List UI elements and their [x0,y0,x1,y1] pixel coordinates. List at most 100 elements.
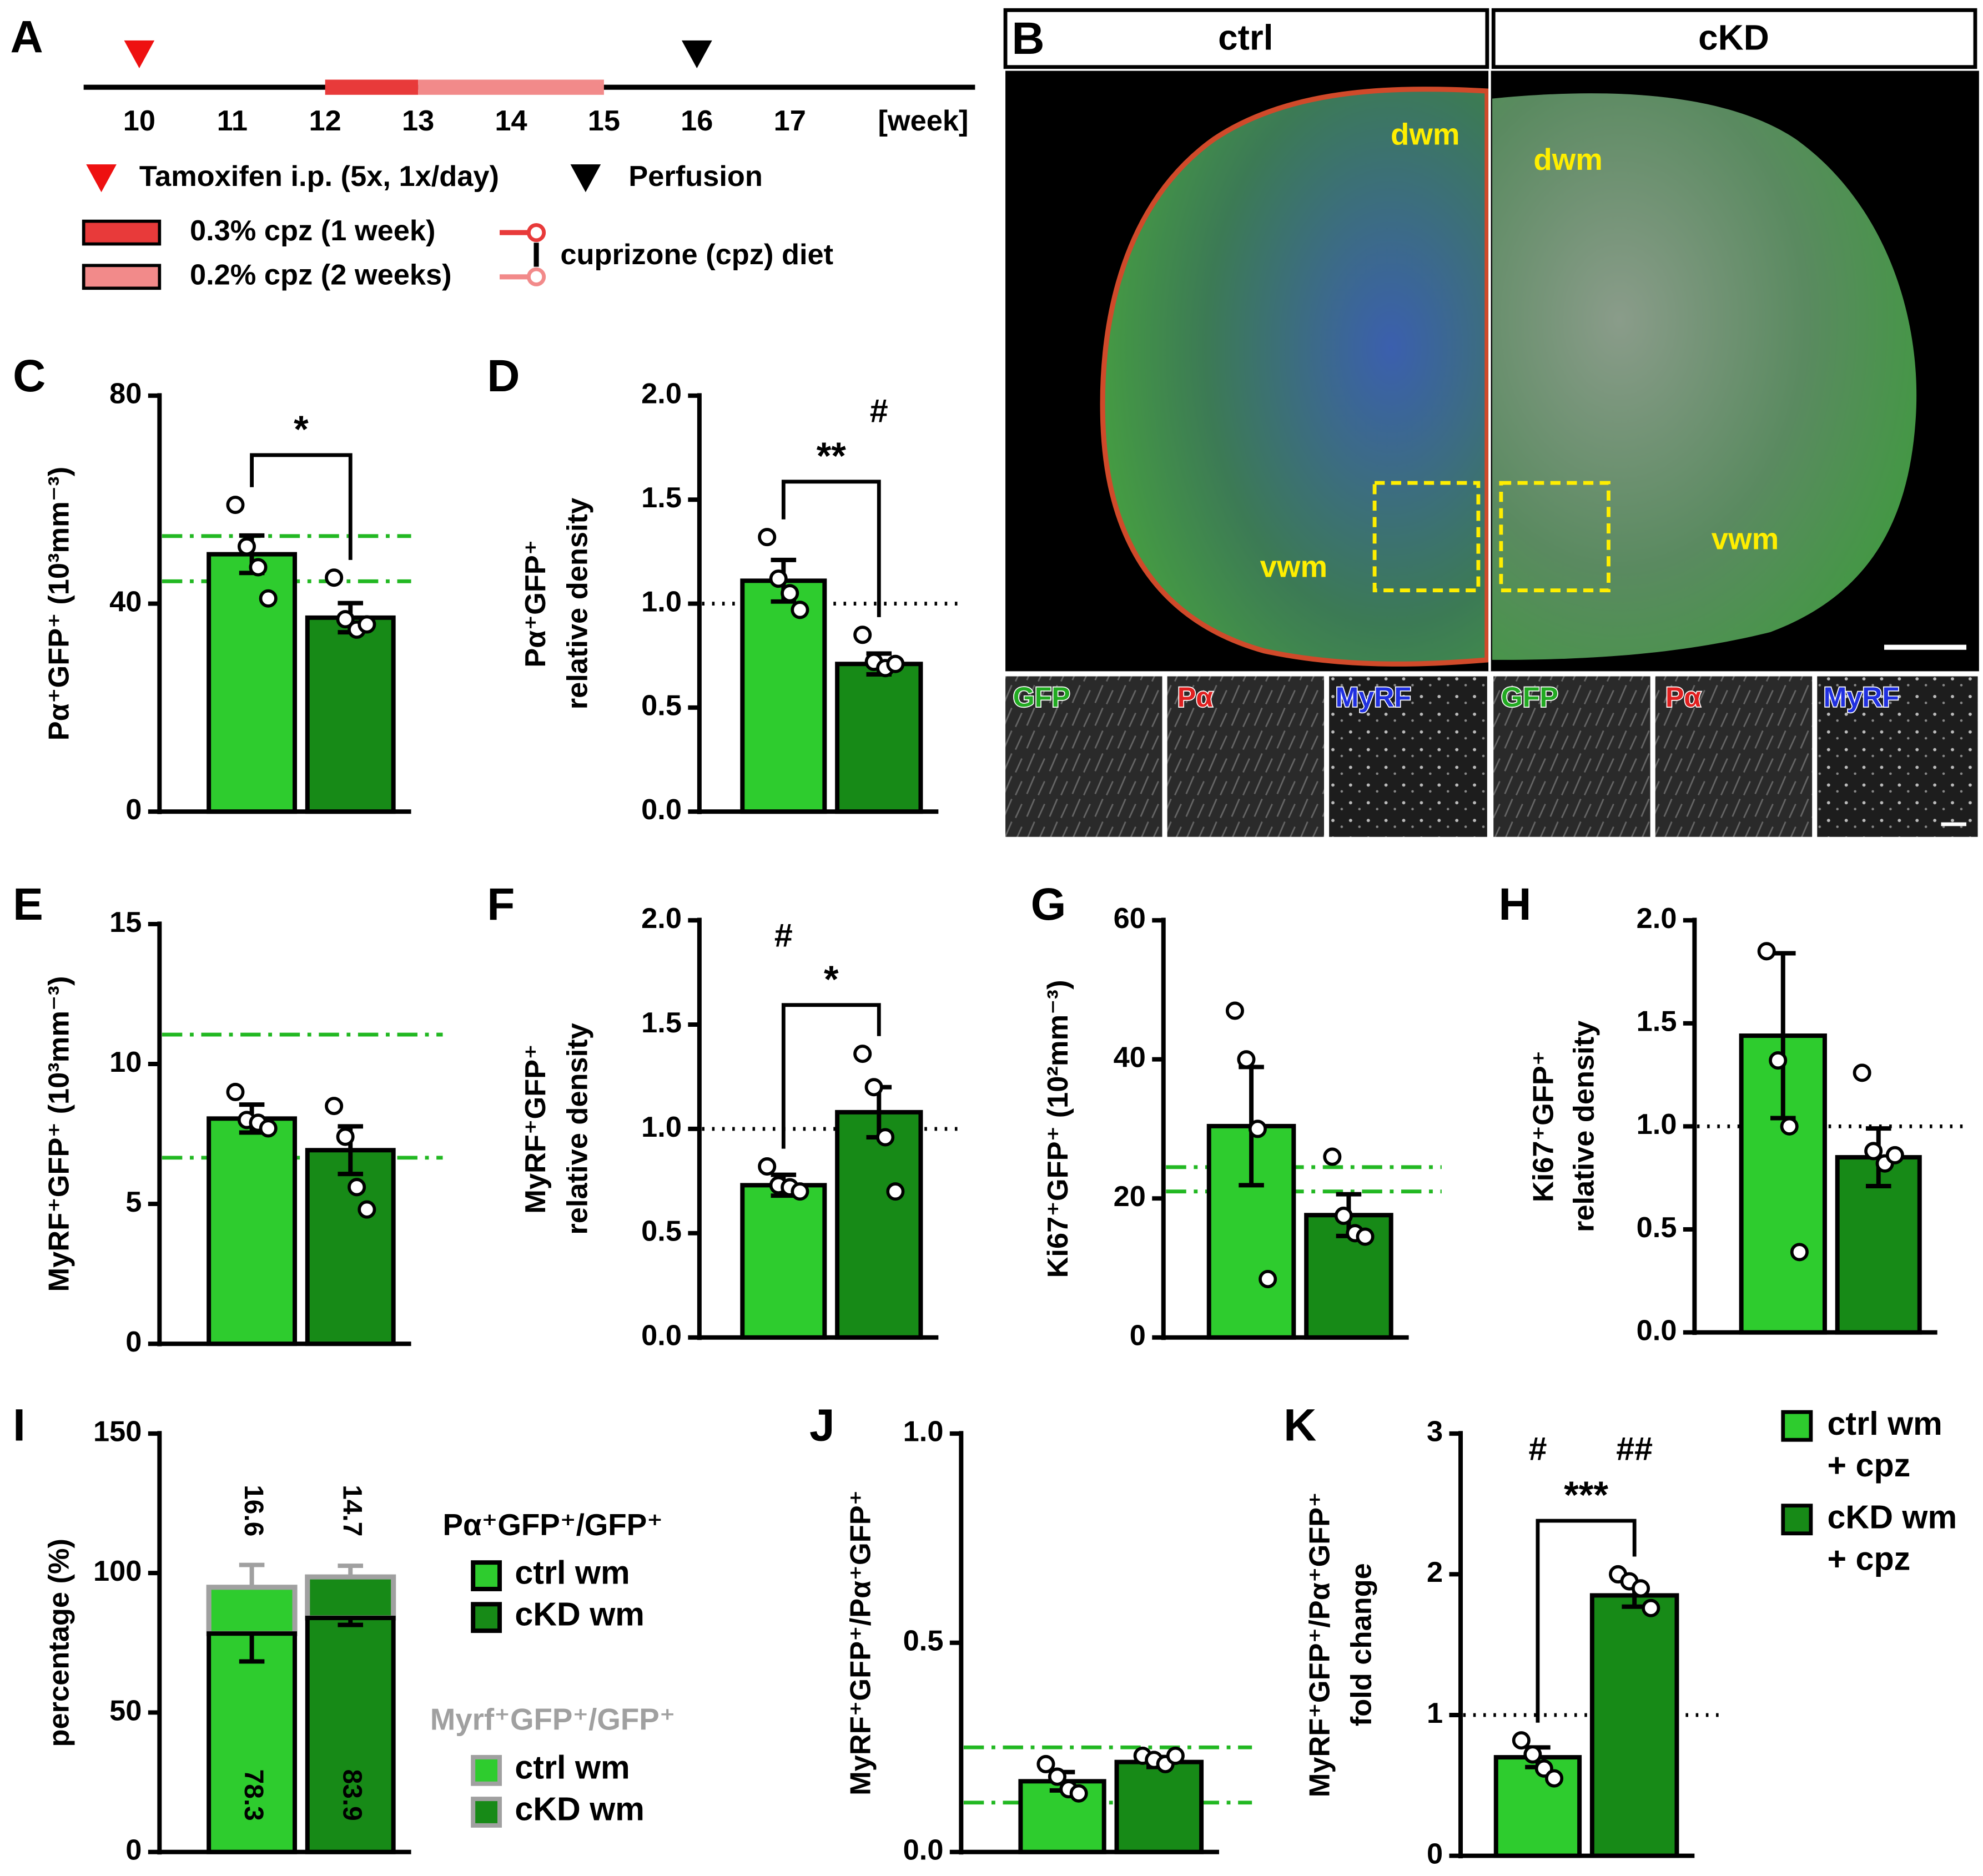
legend-swatch [1781,1410,1813,1442]
panel-label: A [11,12,43,63]
y-tick-label: 0 [1427,1838,1443,1870]
bar [1589,1593,1679,1858]
data-point [1632,1579,1650,1598]
data-point [1036,1754,1055,1773]
week-label: 11 [217,105,248,137]
event-marker [124,40,155,68]
significance-symbol: # [870,392,888,429]
data-point [1166,1746,1185,1765]
y-tick-label: 150 [93,1416,142,1448]
panel-label: K [1284,1400,1316,1450]
data-point [1259,1269,1277,1289]
panel-label: I [13,1400,26,1450]
data-point [864,1078,883,1097]
y-tick-label: 0.0 [903,1834,944,1867]
data-point [259,1119,278,1138]
data-point [226,1082,245,1101]
channel-label: GFP [1501,682,1558,713]
legend-label: cKD wm [515,1596,645,1633]
data-point [1757,942,1776,961]
channel-label: MyRF [1336,682,1411,713]
week-label: 10 [123,105,155,137]
y-axis-label: percentage (%) [43,1539,76,1747]
y-tick-label: 0.0 [641,794,682,826]
data-point [1225,1001,1244,1020]
y-tick-label: 0.5 [641,1216,682,1248]
y-tick-label: 1 [1427,1697,1443,1729]
week-label: 13 [402,105,434,137]
data-point [1323,1147,1342,1166]
event-marker [681,40,712,68]
data-point [336,610,355,629]
data-point [781,584,799,603]
column-header: cKD [1698,18,1769,58]
bar-segment [305,1574,396,1621]
y-tick-label: 0 [1130,1320,1146,1352]
diet-node [526,223,546,243]
y-tick-label: 40 [109,586,142,618]
bar [1114,1759,1204,1854]
data-point [249,558,268,577]
bar [305,1148,396,1347]
data-point [1642,1598,1660,1617]
legend-label: + cpz [1828,1540,1911,1577]
data-point [791,601,809,619]
data-point [876,1128,895,1147]
y-tick-label: 40 [1114,1041,1146,1073]
inset [1005,676,1162,837]
y-tick-label: 0.5 [903,1625,944,1657]
column-header: ctrl [1218,18,1273,58]
roi-box [1499,481,1610,593]
phase-segment [325,79,419,95]
data-point [853,626,872,644]
event-marker [86,164,117,193]
y-tick-label: 1.5 [641,1007,682,1039]
data-label: 16.6 [239,1485,268,1536]
data-point [1237,1050,1256,1069]
data-point [348,1178,366,1197]
data-point [1512,1731,1531,1750]
phase-segment [418,79,604,95]
legend-label: cKD wm [515,1790,645,1827]
significance-symbol: # [774,917,793,954]
y-axis-label: Pα⁺GFP⁺ (10³mm⁻³) [43,467,76,740]
legend-label: ctrl wm [515,1748,630,1786]
legend-label: Perfusion [628,160,763,193]
y-tick-label: 20 [1114,1181,1146,1213]
y-tick-label: 100 [93,1555,142,1587]
y-axis-label: Ki67⁺GFP⁺ (10²mm⁻³) [1042,980,1074,1278]
region-label: vwm [1260,549,1328,583]
data-point [358,615,376,634]
y-tick-label: 1.5 [1637,1006,1677,1038]
bar-segment [305,1616,396,1854]
legend-swatch [471,1602,502,1633]
panel-label: E [13,879,43,930]
panel-label: J [809,1400,835,1450]
y-tick-label: 15 [109,906,142,939]
legend-label: Tamoxifen i.p. (5x, 1x/day) [139,160,499,193]
significance-bracket [1536,1519,1637,1723]
legend-swatch [1781,1504,1813,1536]
phase-swatch [82,264,162,290]
data-point [1545,1769,1564,1788]
channel-label: MyRF [1824,682,1899,713]
data-point [791,1182,809,1201]
data-point [358,1200,376,1219]
bar [305,615,396,814]
y-tick-label: 60 [1114,902,1146,935]
panel-label: G [1031,879,1066,930]
legend-label: + cpz [1828,1446,1911,1484]
week-label: 12 [309,105,341,137]
data-point [1523,1745,1542,1764]
y-axis-label: MyRF⁺GFP⁺ [520,1044,552,1214]
inset [1817,676,1978,837]
data-point [1334,1206,1353,1226]
header-box [1491,8,1977,69]
region-label: dwm [1533,143,1603,176]
y-tick-label: 2.0 [641,902,682,935]
data-point [259,589,278,608]
tissue-section [1100,87,1490,667]
y-tick-label: 0.0 [1637,1314,1677,1347]
panel-label: C [13,351,46,401]
y-axis-label: MyRF⁺GFP⁺/Pα⁺GFP⁺ [1303,1492,1336,1797]
